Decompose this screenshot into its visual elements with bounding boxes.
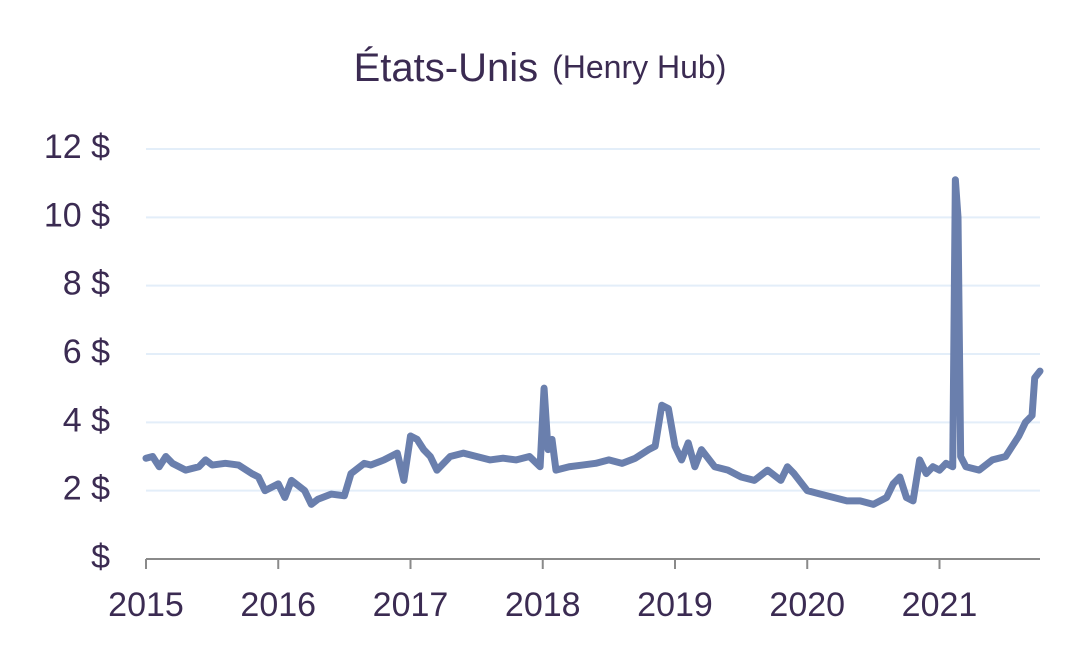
chart-subtitle: (Henry Hub) xyxy=(552,49,726,85)
y-tick-label: 6 $ xyxy=(63,333,110,371)
y-tick-label: 10 $ xyxy=(44,196,110,234)
x-tick-label: 2015 xyxy=(108,586,184,624)
chart-title-group: États-Unis (Henry Hub) xyxy=(354,45,727,90)
x-tick-label: 2018 xyxy=(505,586,581,624)
x-tick-label: 2020 xyxy=(769,586,845,624)
chart-title: États-Unis xyxy=(354,45,539,90)
y-tick-label: 2 $ xyxy=(63,470,110,508)
y-tick-label: 12 $ xyxy=(44,128,110,166)
x-tick-label: 2021 xyxy=(902,586,978,624)
y-tick-label: $ xyxy=(91,538,110,576)
x-tick-label: 2017 xyxy=(373,586,449,624)
y-tick-label: 8 $ xyxy=(63,265,110,303)
x-tick-label: 2016 xyxy=(240,586,316,624)
line xyxy=(142,176,1044,508)
x-tick-label: 2019 xyxy=(637,586,713,624)
y-tick-label: 4 $ xyxy=(63,401,110,439)
